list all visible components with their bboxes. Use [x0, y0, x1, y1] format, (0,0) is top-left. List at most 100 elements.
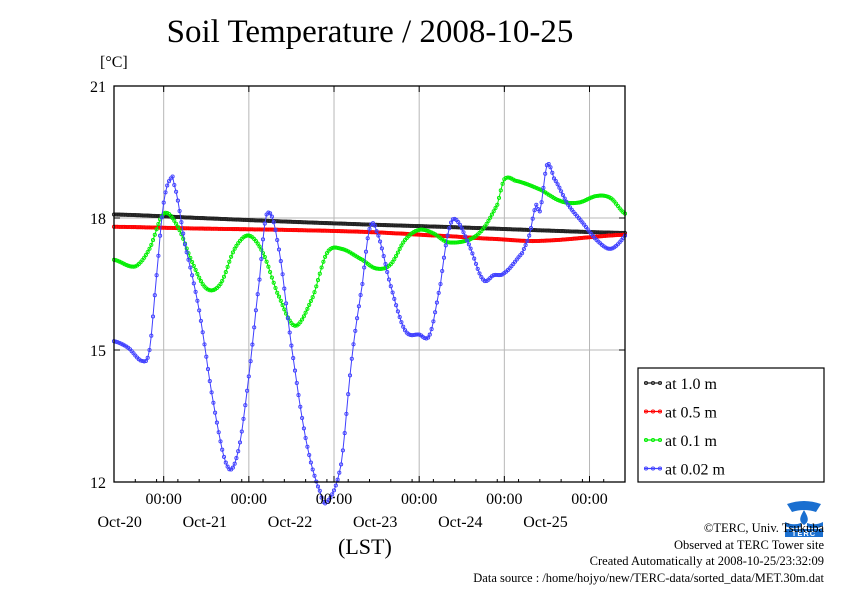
data-point: [195, 271, 200, 276]
legend-marker: [650, 466, 656, 471]
legend-marker: [657, 409, 663, 414]
data-point: [482, 279, 487, 284]
data-point: [214, 420, 219, 425]
data-point: [303, 310, 308, 315]
data-point: [266, 264, 271, 269]
y-tick-label: 12: [90, 475, 106, 492]
data-point: [152, 232, 157, 237]
data-point: [298, 404, 303, 409]
data-point: [143, 358, 148, 364]
data-point: [264, 259, 269, 264]
data-point: [305, 444, 310, 449]
data-point: [163, 190, 168, 195]
data-point: [512, 178, 518, 183]
data-point: [149, 242, 154, 247]
data-point: [363, 249, 369, 254]
data-point: [200, 330, 205, 335]
data-point: [207, 379, 212, 384]
legend-marker: [657, 466, 663, 471]
data-point: [188, 265, 193, 270]
data-point: [205, 367, 211, 372]
data-point: [539, 200, 544, 205]
data-point: [399, 243, 404, 248]
data-point: [312, 290, 317, 295]
data-point: [548, 165, 553, 170]
x-tick-date-label: Oct-24: [438, 514, 482, 531]
data-point: [182, 242, 188, 247]
data-point: [234, 456, 239, 461]
data-point: [308, 460, 313, 465]
data-point: [346, 392, 351, 397]
data-point: [221, 454, 227, 459]
data-point: [392, 296, 397, 301]
data-point: [271, 220, 276, 225]
data-point: [422, 227, 427, 233]
data-point: [202, 342, 207, 347]
data-point: [429, 327, 434, 332]
data-point: [181, 236, 186, 241]
logo-text: TERC: [792, 529, 816, 538]
data-point: [220, 447, 225, 452]
data-point: [489, 212, 494, 217]
data-point: [441, 255, 447, 260]
data-point: [546, 161, 551, 167]
data-point: [438, 281, 443, 287]
data-point: [379, 266, 384, 271]
data-point: [344, 411, 349, 416]
data-point: [220, 278, 225, 283]
data-point: [191, 281, 196, 286]
data-point: [347, 373, 353, 378]
data-point: [319, 495, 324, 500]
data-point: [342, 431, 347, 436]
data-point: [314, 284, 319, 289]
data-point: [285, 316, 290, 321]
data-point: [323, 254, 328, 259]
data-point: [397, 246, 402, 251]
data-point: [532, 208, 537, 213]
series-at-1-0-m: [111, 212, 628, 236]
data-point: [493, 205, 498, 211]
data-point: [213, 410, 218, 415]
data-point: [456, 220, 461, 225]
data-point: [559, 199, 564, 204]
series-line: [113, 176, 626, 327]
data-point: [324, 251, 329, 256]
data-point: [566, 202, 571, 207]
data-point: [248, 359, 253, 364]
data-point: [271, 280, 276, 285]
data-point: [303, 435, 308, 441]
data-point: [378, 239, 383, 244]
data-point: [230, 465, 235, 470]
data-point: [175, 224, 180, 229]
data-point: [138, 358, 143, 363]
data-point: [383, 262, 388, 267]
data-point: [461, 239, 466, 244]
data-point: [163, 210, 168, 215]
data-point: [500, 181, 505, 186]
data-point: [172, 182, 177, 188]
legend-marker: [657, 380, 663, 386]
legend-label: at 0.02 m: [665, 462, 726, 479]
data-point: [331, 488, 337, 493]
data-point: [292, 368, 298, 373]
data-point: [269, 214, 274, 219]
data-point: [468, 246, 473, 251]
legend-marker: [643, 437, 649, 443]
data-point: [562, 196, 567, 201]
data-point: [280, 303, 285, 308]
data-point: [351, 342, 356, 347]
data-point: [301, 314, 306, 319]
data-point: [401, 324, 406, 329]
data-point: [603, 193, 608, 199]
x-tick-time-label: 00:00: [145, 491, 181, 508]
data-point: [399, 320, 404, 325]
data-point: [197, 308, 202, 313]
x-tick-date-label: Oct-21: [183, 514, 227, 531]
data-point: [315, 278, 321, 283]
data-point: [426, 335, 431, 340]
data-point: [340, 247, 345, 252]
data-point: [537, 209, 542, 214]
data-point: [236, 449, 241, 454]
data-point: [268, 269, 273, 275]
legend-marker: [643, 409, 649, 414]
